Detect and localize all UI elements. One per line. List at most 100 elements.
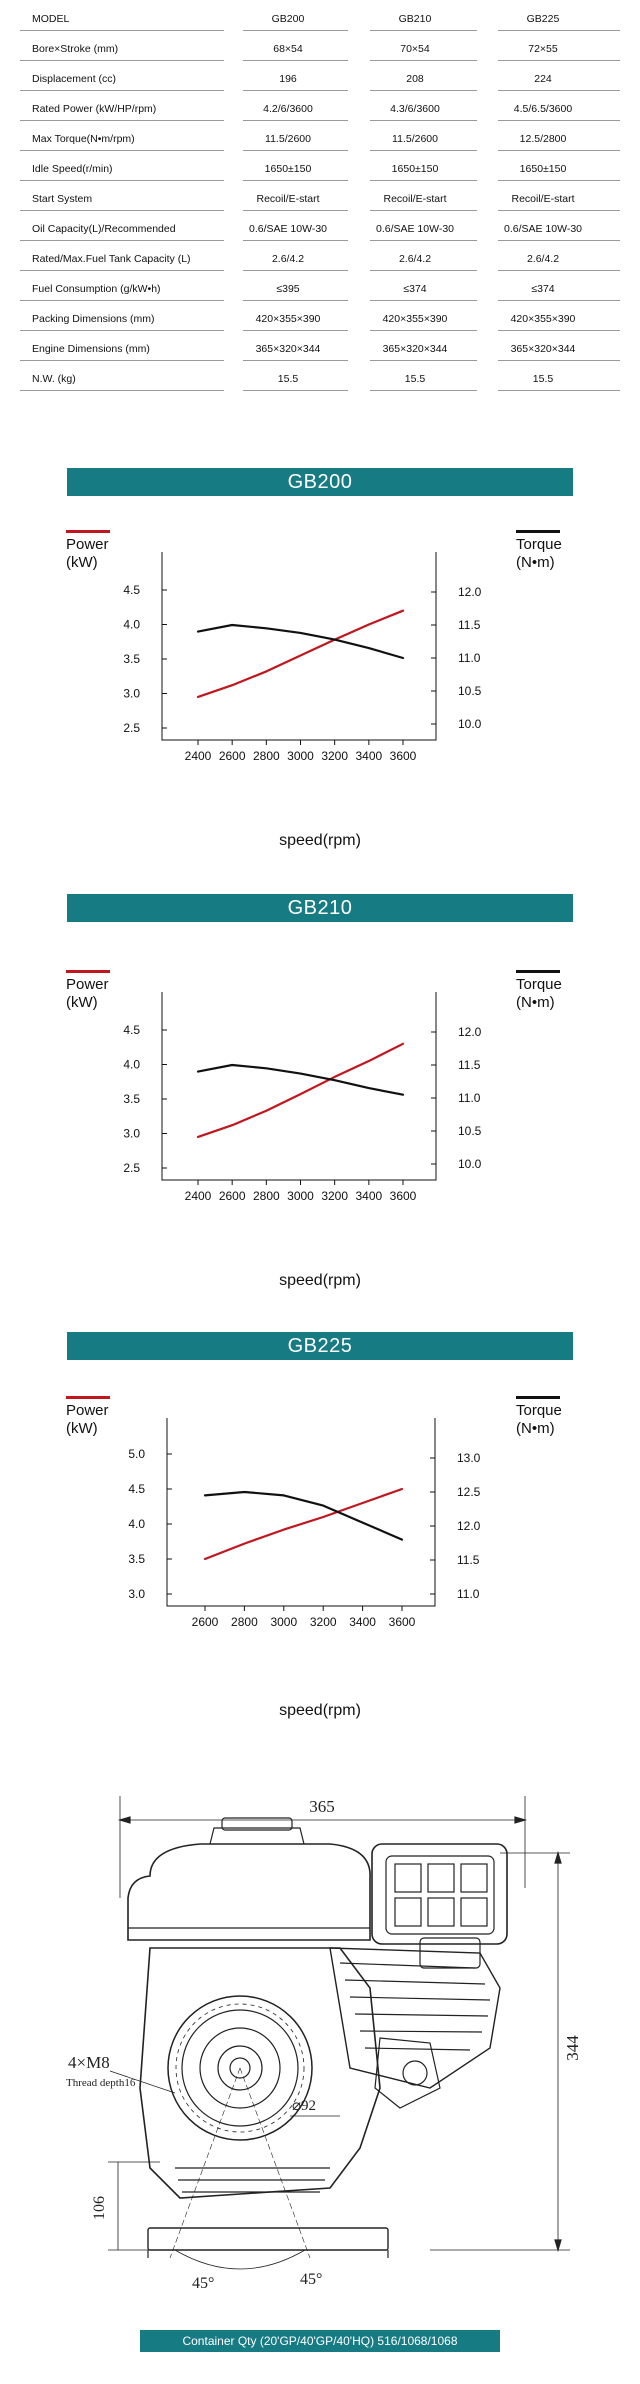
- cell-gb200: 420×355×390: [255, 313, 321, 325]
- model-title: GB200: [287, 471, 353, 493]
- row-divider: [370, 150, 477, 151]
- legend-swatch-power: [66, 970, 110, 973]
- power-curve: [203, 1487, 404, 1561]
- x-tick-label: 2800: [253, 1189, 280, 1203]
- cell-gb225: 4.5/6.5/3600: [513, 103, 573, 115]
- row-divider: [370, 360, 477, 361]
- y-left-tick-label: 3.5: [123, 652, 140, 666]
- table-row: Oil Capacity(L)/Recommended 0.6/SAE 10W-3…: [20, 218, 620, 248]
- row-label: MODEL: [32, 13, 70, 25]
- y-right-tick-label: 10.0: [458, 1157, 482, 1171]
- row-divider: [498, 150, 620, 151]
- cell-gb210: 420×355×390: [382, 313, 448, 325]
- table-header-row: MODEL GB200 GB210 GB225: [20, 8, 620, 38]
- chart-gb210: Power (kW) Torque (N•m) 2400 2600 2800 3000 32…: [0, 970, 640, 1310]
- x-tick-label: 2800: [231, 1615, 258, 1629]
- engine-dimension-drawing: 365 344 106 4×M8 Thread depth16 ⌀92 45° …: [0, 1788, 640, 2308]
- cell-gb225: 0.6/SAE 10W-30: [503, 223, 583, 235]
- cell-gb225: 420×355×390: [510, 313, 576, 325]
- row-divider: [370, 60, 477, 61]
- row-divider: [243, 180, 348, 181]
- table-row: N.W. (kg) 15.5 15.5 15.5: [20, 368, 620, 398]
- engine-drawing-svg: 365 344 106 4×M8 Thread depth16 ⌀92 45° …: [66, 1796, 582, 2292]
- row-divider: [20, 270, 224, 271]
- y-left-tick-label: 3.0: [123, 1127, 140, 1141]
- row-divider: [243, 240, 348, 241]
- x-tick-label: 3000: [287, 1189, 314, 1203]
- row-divider: [20, 210, 224, 211]
- chart-svg: 2600 2800 3000 3200 3400 3600 3.0 3.5 4.0 4.5 5.0 1…: [128, 1418, 481, 1629]
- cell-gb210: 11.5/2600: [392, 133, 438, 145]
- row-divider: [498, 240, 620, 241]
- row-divider: [370, 300, 477, 301]
- y-left-tick-label: 3.0: [123, 687, 140, 701]
- legend-label-power: Power (kW): [66, 1402, 109, 1437]
- table-row: Displacement (cc) 196 208 224: [20, 68, 620, 98]
- table-row: Idle Speed(r/min) 1650±150 1650±150 1650±15…: [20, 158, 620, 188]
- row-label: Engine Dimensions (mm): [32, 343, 150, 355]
- cell-gb210: 2.6/4.2: [398, 253, 432, 265]
- cell-gb225: 2.6/4.2: [526, 253, 560, 265]
- y-left-tick-label: 3.5: [128, 1552, 145, 1566]
- container-qty-bar: Container Qty (20'GP/40'GP/40'HQ) 516/10…: [140, 2330, 500, 2352]
- row-label: Oil Capacity(L)/Recommended: [32, 223, 176, 235]
- legend-swatch-power: [66, 530, 110, 533]
- y-right-tick-label: 13.0: [457, 1451, 481, 1465]
- x-tick-label: 3600: [390, 749, 417, 763]
- power-curve: [196, 1042, 405, 1139]
- table-row: Rated/Max.Fuel Tank Capacity (L) 2.6/4.2 2…: [20, 248, 620, 278]
- y-right-tick-label: 12.0: [458, 1025, 482, 1039]
- x-tick-label: 3200: [321, 749, 348, 763]
- power-curve: [196, 609, 405, 699]
- y-left-tick-label: 3.5: [123, 1092, 140, 1106]
- row-label: Rated/Max.Fuel Tank Capacity (L): [32, 253, 191, 265]
- cell-gb210: 208: [406, 73, 424, 85]
- cell-gb225: 1650±150: [519, 163, 567, 175]
- legend-label-power: Power (kW): [66, 536, 109, 571]
- cell-gb210: GB210: [398, 13, 432, 25]
- row-divider: [243, 210, 348, 211]
- row-divider: [370, 90, 477, 91]
- row-divider: [20, 120, 224, 121]
- row-label: Fuel Consumption (g/kW•h): [32, 283, 161, 295]
- x-tick-label: 3400: [355, 1189, 382, 1203]
- row-divider: [243, 360, 348, 361]
- cell-gb225: 72×55: [528, 43, 558, 55]
- row-divider: [370, 330, 477, 331]
- row-divider: [20, 60, 224, 61]
- dim-width-label: 365: [309, 1797, 335, 1816]
- row-divider: [20, 330, 224, 331]
- y-right-tick-label: 11.5: [457, 1553, 480, 1567]
- cell-gb200: GB200: [271, 13, 305, 25]
- row-divider: [498, 330, 620, 331]
- legend-swatch-torque: [516, 1396, 560, 1399]
- row-divider: [20, 390, 224, 391]
- y-left-tick-label: 4.5: [123, 1023, 140, 1037]
- row-divider: [20, 30, 224, 31]
- row-label: N.W. (kg): [32, 373, 76, 385]
- y-right-tick-label: 12.5: [457, 1485, 481, 1499]
- x-tick-label: 2400: [185, 749, 212, 763]
- cell-gb200: 15.5: [277, 373, 299, 385]
- y-left-tick-label: 4.0: [123, 618, 140, 632]
- cell-gb210: 1650±150: [391, 163, 439, 175]
- row-divider: [243, 60, 348, 61]
- torque-curve: [203, 1490, 404, 1541]
- table-row: Packing Dimensions (mm) 420×355×390 420×35…: [20, 308, 620, 338]
- row-divider: [20, 300, 224, 301]
- y-right-tick-label: 10.5: [458, 684, 482, 698]
- row-label: Max Torque(N•m/rpm): [32, 133, 135, 145]
- model-title: GB225: [287, 1335, 353, 1357]
- x-tick-label: 3400: [349, 1615, 376, 1629]
- row-divider: [370, 390, 477, 391]
- row-divider: [243, 90, 348, 91]
- cell-gb210: Recoil/E-start: [383, 193, 447, 205]
- cell-gb200: 2.6/4.2: [271, 253, 305, 265]
- y-right-tick-label: 11.0: [458, 1091, 481, 1105]
- row-divider: [243, 390, 348, 391]
- cell-gb210: 0.6/SAE 10W-30: [375, 223, 455, 235]
- x-tick-label: 3400: [355, 749, 382, 763]
- cell-gb210: ≤374: [403, 283, 427, 295]
- legend-label-torque: Torque (N•m): [516, 1402, 562, 1437]
- axes-frame: [161, 552, 437, 741]
